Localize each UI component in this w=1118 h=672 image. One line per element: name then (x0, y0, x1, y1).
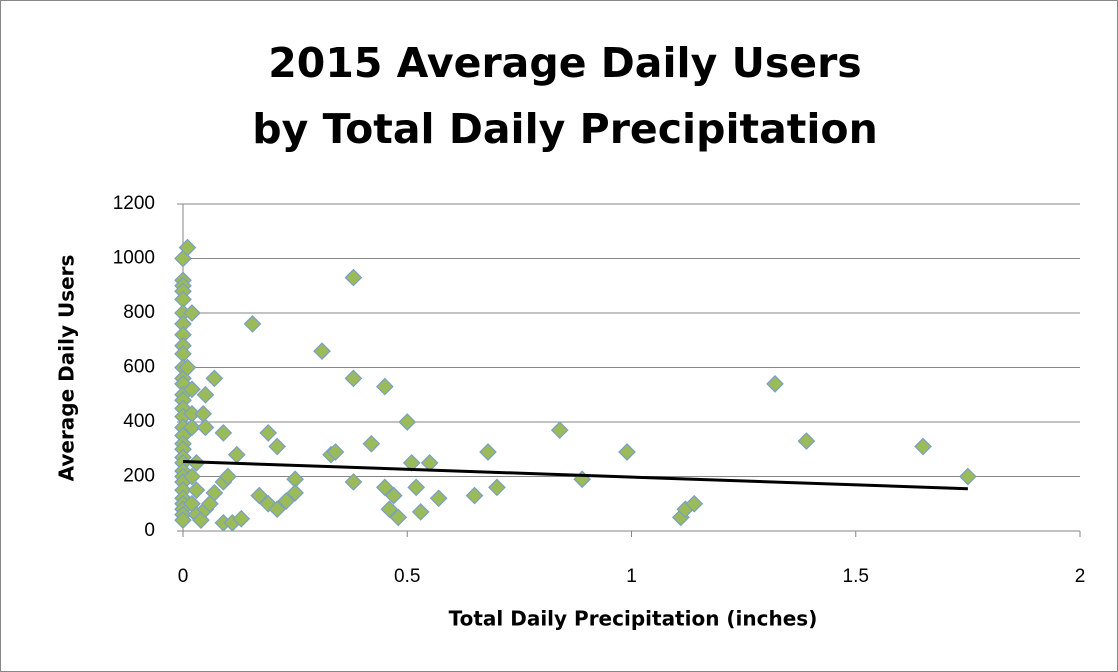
scatter-point (187, 481, 206, 499)
scatter-point (685, 494, 704, 513)
y-axis-label: Average Daily Users (55, 255, 79, 482)
scatter-point (268, 437, 287, 456)
scatter-point (344, 369, 363, 388)
x-axis-label: Total Daily Precipitation (inches) (449, 607, 818, 631)
scatter-point (201, 494, 219, 513)
x-tick-label: 2 (1075, 566, 1086, 587)
scatter-point (250, 486, 269, 505)
x-tick-label: 1 (626, 566, 637, 587)
scatter-point (183, 467, 201, 486)
scatter-point (380, 500, 399, 519)
scatter-point (232, 509, 251, 528)
scatter-point (344, 473, 363, 491)
scatter-point (313, 342, 331, 360)
scatter-point (183, 418, 201, 437)
scatter-point (914, 437, 932, 456)
scatter-point (259, 424, 278, 442)
y-tick-label: 1200 (113, 193, 155, 214)
scatter-point (362, 434, 381, 453)
x-tick-label: 0.5 (394, 566, 420, 587)
y-tick-label: 0 (144, 520, 155, 541)
scatter-point (326, 443, 345, 461)
scatter-point (268, 500, 287, 519)
scatter-point (429, 489, 448, 508)
scatter-point (375, 478, 394, 497)
scatter-point (178, 238, 197, 257)
y-tick-label: 400 (123, 411, 155, 432)
x-tick-label: 1.5 (843, 566, 869, 587)
scatter-point (344, 268, 363, 287)
scatter-point (178, 358, 197, 377)
scatter-point (183, 304, 201, 322)
scatter-point (243, 315, 262, 333)
scatter-point (766, 375, 784, 393)
scatter-point (389, 508, 408, 527)
scatter-point (205, 369, 224, 388)
x-tick-label: 0 (178, 566, 189, 587)
scatter-point (550, 421, 569, 440)
scatter-point (174, 511, 192, 529)
chart-title: by Total Daily Precipitation (252, 105, 878, 153)
scatter-point (219, 467, 237, 486)
scatter-point (375, 377, 394, 396)
scatter-point (488, 478, 506, 497)
scatter-point (196, 385, 215, 404)
scatter-point (183, 380, 201, 399)
y-tick-label: 200 (123, 466, 155, 487)
scatter-point (411, 503, 430, 521)
scatter-point (398, 413, 417, 431)
scatter-point (959, 467, 977, 486)
chart-title: 2015 Average Daily Users (268, 39, 861, 87)
scatter-point (479, 443, 497, 461)
scatter-point (196, 418, 215, 437)
trendline (182, 460, 968, 491)
scatter-point (797, 432, 816, 450)
scatter-point (465, 486, 484, 505)
scatter-point (214, 424, 233, 442)
scatter-point (277, 492, 296, 510)
y-tick-label: 600 (123, 357, 155, 378)
scatter-point (407, 478, 426, 497)
scatter-point (618, 443, 636, 461)
y-tick-label: 1000 (113, 248, 155, 269)
scatter-point (286, 484, 304, 502)
scatter-point (384, 486, 403, 505)
y-tick-label: 800 (123, 302, 155, 323)
